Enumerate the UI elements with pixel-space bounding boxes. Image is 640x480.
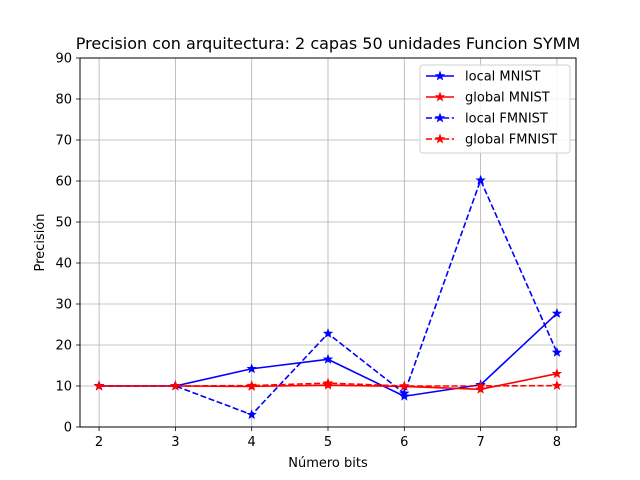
legend-marker — [434, 70, 446, 81]
legend-entry: local FMNIST — [426, 112, 548, 127]
x-tick-label: 8 — [553, 435, 561, 450]
data-point — [322, 328, 334, 338]
data-point — [551, 307, 563, 318]
legend-marker — [434, 91, 446, 102]
legend-entry: global MNIST — [426, 91, 550, 106]
data-point — [551, 380, 563, 391]
legend-marker — [434, 112, 446, 123]
y-tick-label: 90 — [55, 52, 72, 67]
legend-box — [419, 64, 571, 154]
data-point — [551, 368, 563, 379]
data-point — [399, 380, 410, 391]
data-point — [246, 363, 257, 374]
data-point — [93, 380, 105, 391]
y-tick-label: 20 — [55, 339, 72, 354]
y-tick-label: 80 — [55, 93, 72, 108]
data-point — [322, 353, 334, 364]
legend-label: global FMNIST — [465, 133, 557, 148]
y-tick-label: 10 — [55, 380, 72, 395]
series-4 — [93, 377, 563, 391]
x-tick-label: 7 — [476, 435, 484, 450]
data-point — [399, 390, 410, 401]
x-tick-label: 5 — [324, 435, 332, 450]
y-tick-label: 50 — [55, 216, 72, 231]
x-tick-label: 2 — [95, 435, 103, 450]
x-axis-label: Número bits — [288, 456, 368, 471]
y-tick-label: 0 — [64, 421, 72, 436]
x-tick-label: 4 — [248, 435, 256, 450]
data-point — [322, 377, 334, 388]
data-point — [551, 346, 563, 357]
chart-title: Precision con arquitectura: 2 capas 50 u… — [76, 34, 581, 53]
data-point — [475, 380, 486, 391]
data-point — [475, 174, 486, 185]
y-tick-label: 70 — [55, 134, 72, 149]
data-series — [93, 174, 563, 420]
legend-marker — [434, 133, 446, 144]
legend-label: global MNIST — [465, 91, 550, 106]
y-axis-label: Precisión — [33, 213, 48, 271]
x-tick-label: 3 — [171, 435, 179, 450]
data-point — [246, 409, 257, 420]
legend: local MNIST global MNIST local FMNIST globa… — [419, 64, 571, 154]
legend-entry: local MNIST — [426, 70, 540, 85]
y-tick-label: 30 — [55, 298, 72, 313]
legend-label: local MNIST — [465, 70, 540, 85]
y-tick-label: 40 — [55, 257, 72, 272]
data-point — [399, 387, 410, 398]
data-point — [170, 380, 181, 391]
data-point — [475, 383, 486, 394]
y-tick-label: 60 — [55, 175, 72, 190]
legend-entry: global FMNIST — [426, 133, 557, 148]
legend-label: local FMNIST — [465, 112, 548, 127]
x-tick-label: 6 — [400, 435, 408, 450]
data-point — [246, 380, 257, 391]
